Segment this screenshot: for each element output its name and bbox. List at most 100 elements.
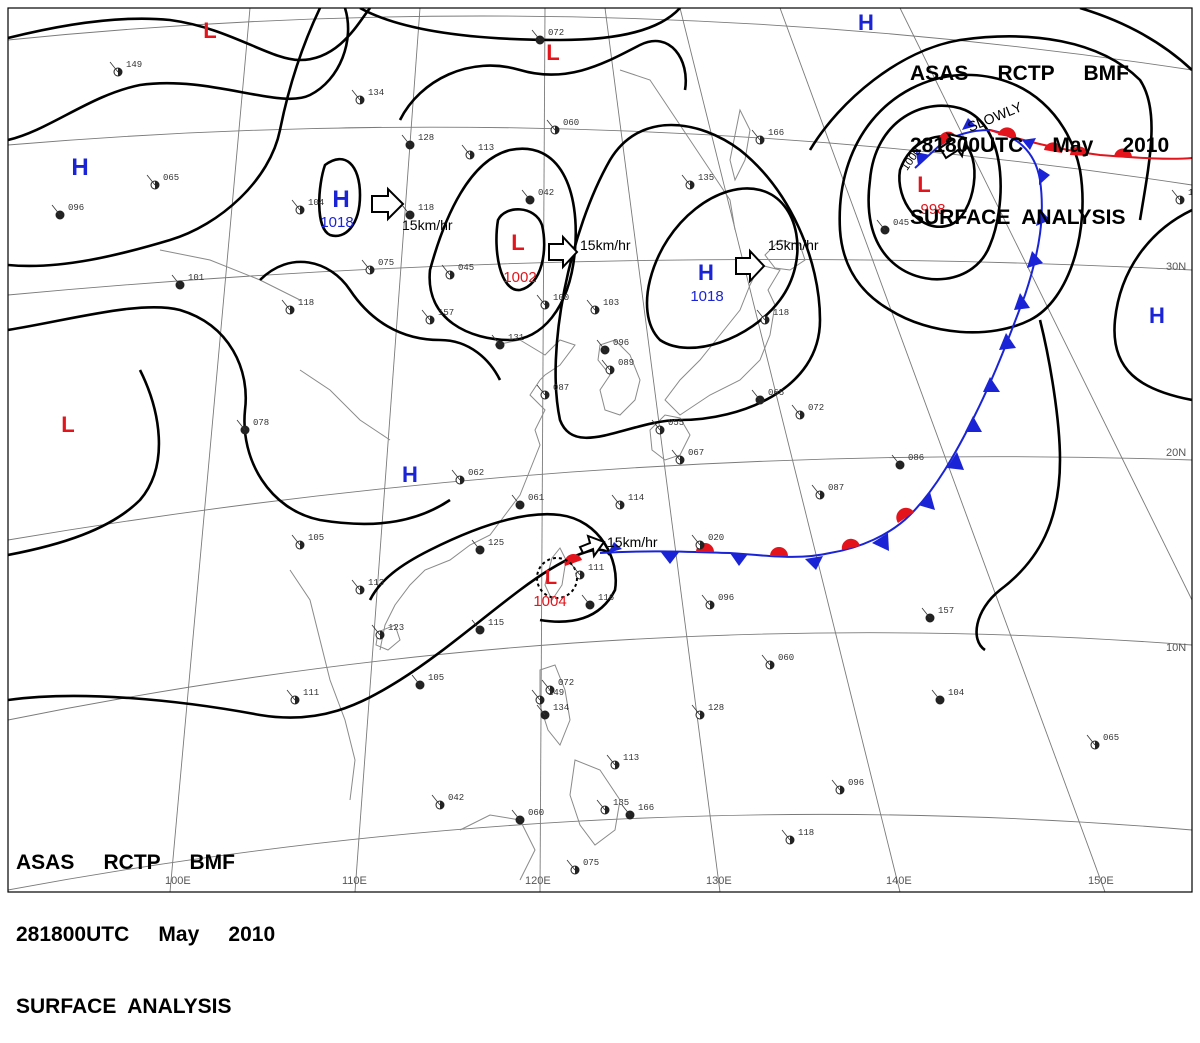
- station-cloud-cover: [765, 316, 769, 324]
- station-cloud-cover: [180, 281, 184, 289]
- movement-speed-label: 15km/hr: [768, 237, 819, 253]
- station-cloud-cover: [930, 614, 934, 622]
- cold-tri: [1036, 209, 1050, 226]
- station-cloud-cover: [555, 126, 559, 134]
- station-cloud-cover: [760, 396, 764, 404]
- warm-semi: [841, 538, 860, 550]
- station-wind-barb: [286, 689, 296, 701]
- station-wind-barb: [681, 174, 691, 186]
- station-pressure-value: 116: [598, 593, 614, 603]
- station-wind-barb: [541, 679, 551, 691]
- cold-tri: [608, 542, 622, 553]
- station-wind-barb: [431, 794, 441, 806]
- station-pressure-value: 100: [553, 293, 569, 303]
- station-pressure-value: 065: [768, 388, 784, 398]
- station-pressure-value: 149: [548, 688, 564, 698]
- station-wind-barb: [581, 594, 591, 606]
- china-coast: [379, 379, 546, 651]
- pressure-system-labels: H 1018 L 1002 H 1018 L 998 L 1004 H H H …: [61, 10, 1165, 610]
- station-pressure-value: 065: [163, 173, 179, 183]
- station-cloud-cover: [300, 206, 304, 214]
- low-pressure-value: 998: [920, 201, 945, 218]
- station-wind-barb: [109, 61, 119, 73]
- station-wind-barb: [511, 494, 521, 506]
- station-cloud-cover: [840, 786, 844, 794]
- station-pressure-value: 096: [68, 203, 84, 213]
- japan-hokkaido: [764, 239, 806, 271]
- indochina: [289, 569, 356, 801]
- low-pressure-value: 1002: [503, 269, 536, 286]
- station-pressure-value: 103: [603, 298, 619, 308]
- station-pressure-value: 096: [613, 338, 629, 348]
- station-wind-barb: [811, 484, 821, 496]
- low-center-label: L: [511, 230, 524, 255]
- movement-speed-label: 15km/hr: [402, 217, 453, 233]
- station-wind-barb: [371, 624, 381, 636]
- station-pressure-value: 134: [368, 88, 384, 98]
- cold-tri: [947, 452, 964, 470]
- station-wind-barb: [171, 274, 181, 286]
- station-cloud-cover: [530, 196, 534, 204]
- station-pressure-value: 135: [613, 798, 629, 808]
- station-cloud-cover: [360, 96, 364, 104]
- station-wind-barb: [421, 309, 431, 321]
- station-pressure-value: 078: [253, 418, 269, 428]
- philippines-south: [569, 759, 621, 846]
- station-wind-barb: [751, 389, 761, 401]
- header-bottom: ASAS RCTP BMF 281800UTC May 2010 SURFACE…: [16, 803, 275, 1043]
- isobars: [8, 8, 1192, 719]
- taiwan-island: [544, 547, 567, 602]
- isobar-south-trough: [8, 548, 612, 719]
- station-pressure-value: 115: [488, 618, 504, 628]
- isobar-l998-inner: [898, 135, 976, 228]
- cold-tri: [805, 556, 823, 570]
- station-pressure-value: 087: [828, 483, 844, 493]
- high-center-label: H: [698, 260, 714, 285]
- station-wind-barb: [921, 607, 931, 619]
- station-pressure-value: 060: [563, 118, 579, 128]
- station-pressure-value: 149: [126, 60, 142, 70]
- station-pressure-value: 104: [308, 198, 324, 208]
- station-pressure-value: 113: [623, 753, 639, 763]
- station-wind-barb: [536, 294, 546, 306]
- header-bottom-line1: ASAS RCTP BMF: [16, 851, 235, 874]
- parallel-20n: [8, 456, 1192, 541]
- station-wind-barb: [451, 469, 461, 481]
- isobar-east-trough: [975, 319, 1062, 652]
- station-pressure-value: 128: [418, 133, 434, 143]
- high-center-label: H: [332, 186, 349, 213]
- latitude-labels: 30N 20N 10N: [1166, 261, 1186, 654]
- frontal-system: [564, 118, 1192, 570]
- station-cloud-cover: [885, 226, 889, 234]
- station-cloud-cover: [700, 711, 704, 719]
- station-cloud-cover: [590, 601, 594, 609]
- station-wind-barb: [491, 334, 501, 346]
- station-wind-barb: [751, 129, 761, 141]
- station-cloud-cover: [360, 586, 364, 594]
- parallel-0: [8, 813, 1192, 891]
- low-center-label: L: [917, 172, 930, 197]
- bohai-coast: [494, 339, 576, 381]
- station-wind-barb: [511, 809, 521, 821]
- station-wind-barb: [931, 689, 941, 701]
- header-bottom-line2: 281800UTC May 2010: [16, 923, 276, 946]
- station-cloud-cover: [545, 711, 549, 719]
- station-wind-barb: [411, 674, 421, 686]
- station-cloud-cover: [790, 836, 794, 844]
- station-cloud-cover: [118, 68, 122, 76]
- meridian-110e: [354, 8, 421, 892]
- meridian-100e: [169, 8, 251, 892]
- station-wind-barb: [546, 119, 556, 131]
- parallel-40n: [8, 15, 1192, 71]
- station-wind-barb: [461, 144, 471, 156]
- isobar-l998-outer: [838, 73, 1084, 334]
- high-center-label: H: [858, 10, 874, 35]
- station-wind-barb: [891, 454, 901, 466]
- station-pressure-value: 060: [778, 653, 794, 663]
- station-cloud-cover: [480, 626, 484, 634]
- station-pressure-value: 166: [768, 128, 784, 138]
- station-cloud-cover: [520, 816, 524, 824]
- move-arrow: [371, 186, 405, 222]
- warm-semi: [896, 507, 914, 523]
